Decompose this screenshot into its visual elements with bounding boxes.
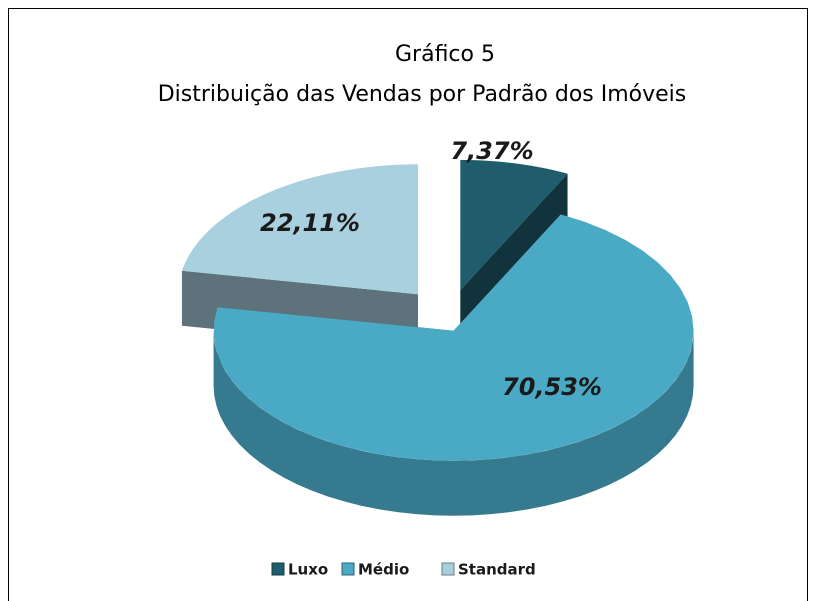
chart-title: Gráfico 5 [395,42,495,67]
data-label: 22,11% [260,209,360,237]
legend-label: Médio [358,561,409,579]
data-label: 70,53% [502,373,602,401]
legend-swatch [441,562,455,576]
legend-swatch [341,562,355,576]
data-label: 7,37% [450,137,533,165]
legend-label: Standard [458,561,536,579]
slice [213,214,694,461]
legend-label: Luxo [288,561,328,579]
slice [181,164,418,295]
legend-swatch [271,562,285,576]
chart-subtitle: Distribuição das Vendas por Padrão dos I… [158,82,687,107]
slice [460,159,568,290]
slice-side [213,330,694,516]
